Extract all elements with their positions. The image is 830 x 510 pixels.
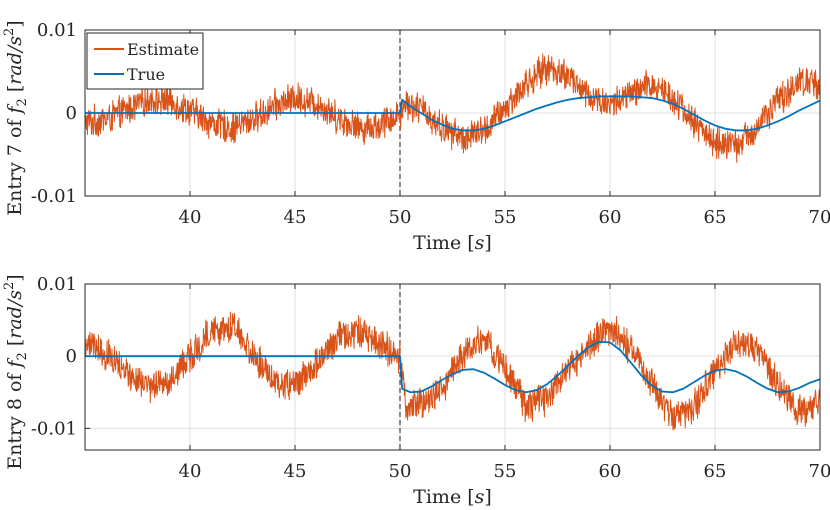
x-tick-label: 55 (494, 207, 517, 228)
x-axis-label: Time [s] (413, 486, 492, 508)
y-tick-labels: 0.01 0 -0.01 (31, 274, 77, 439)
x-tick-label: 65 (704, 461, 727, 482)
legend-label-true: True (127, 65, 165, 84)
y-tick-label: 0.01 (37, 20, 77, 41)
axes-box (84, 283, 821, 451)
series-line-estimate (85, 311, 820, 431)
y-axis-label: Entry 7 of f2 [rad/s2] (2, 20, 30, 215)
x-tick-label: 40 (179, 461, 202, 482)
x-tick-labels: 40 45 50 55 60 65 70 (179, 461, 830, 482)
series-group (85, 53, 820, 163)
legend-label-estimate: Estimate (127, 40, 199, 59)
panel-entry-8: 40 45 50 55 60 65 70 0.01 0 -0.01 Time [s] Entry… (2, 274, 830, 508)
series-group (85, 311, 820, 431)
x-axis-label: Time [s] (413, 232, 492, 254)
legend: Estimate True (86, 32, 204, 90)
y-tick-label: 0.01 (37, 274, 77, 295)
y-tick-label: -0.01 (31, 418, 77, 439)
x-tick-label: 45 (284, 207, 307, 228)
x-tick-labels: 40 45 50 55 60 65 70 (179, 207, 830, 228)
series-line-true (85, 340, 820, 394)
y-tick-label: -0.01 (31, 186, 77, 207)
x-tick-label: 70 (809, 207, 830, 228)
y-tick-labels: 0.01 0 -0.01 (31, 20, 77, 207)
panel-entry-7: 40 45 50 55 60 65 70 0.01 0 -0.01 Time [s] Entry… (2, 20, 830, 254)
x-tick-label: 40 (179, 207, 202, 228)
x-tick-label: 70 (809, 461, 830, 482)
x-tick-label: 55 (494, 461, 517, 482)
axes-box (84, 29, 821, 197)
x-tick-label: 45 (284, 461, 307, 482)
y-tick-label: 0 (66, 346, 77, 367)
x-tick-label: 65 (704, 207, 727, 228)
y-axis-label: Entry 8 of f2 [rad/s2] (2, 274, 30, 469)
legend-box (86, 32, 204, 90)
y-tick-label: 0 (66, 103, 77, 124)
x-tick-label: 60 (599, 461, 622, 482)
x-tick-label: 60 (599, 207, 622, 228)
series-line-true (85, 95, 820, 132)
x-tick-label: 50 (389, 207, 412, 228)
x-tick-label: 50 (389, 461, 412, 482)
